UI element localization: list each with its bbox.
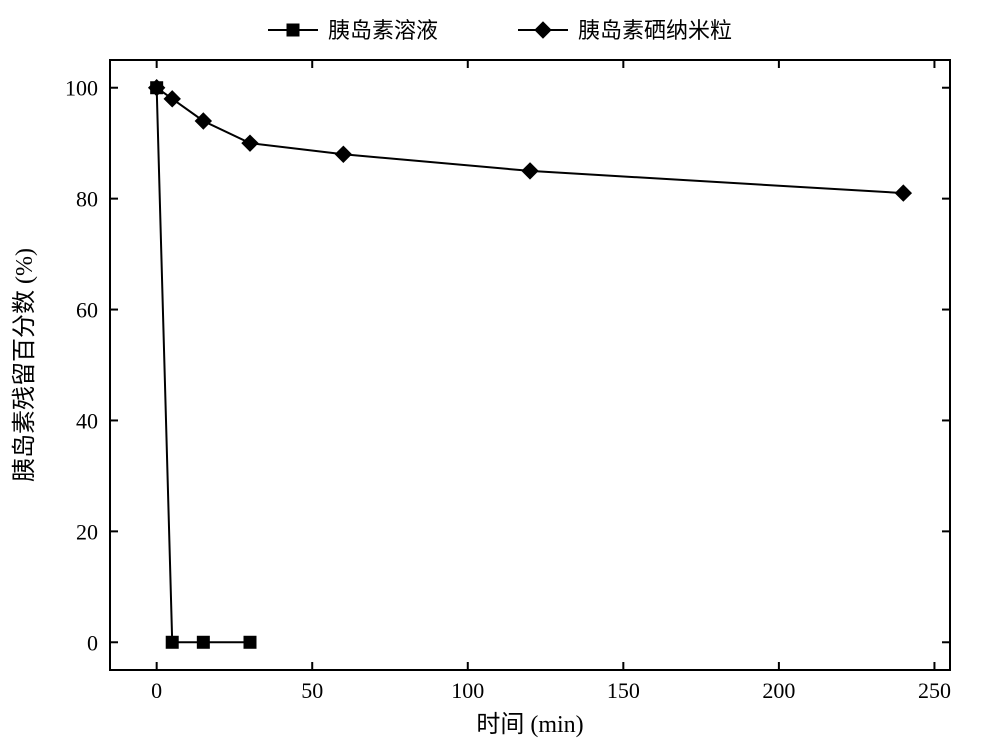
y-tick-label: 60 [76,298,98,323]
marker-diamond [195,113,211,129]
legend-label: 胰岛素溶液 [328,18,438,43]
chart-root: 0 50 100 150 200 250 0 20 40 60 80 100 时间 (min) 胰岛素残留… [0,0,1000,756]
marker-square [287,24,299,36]
marker-diamond [242,135,258,151]
y-tick-label: 80 [76,187,98,212]
marker-square [197,636,209,648]
legend-item: 胰岛素溶液 [268,18,438,43]
series-solution [151,82,256,649]
x-tick-label: 150 [607,678,640,703]
y-tick-label: 20 [76,519,98,544]
marker-diamond [335,146,351,162]
marker-diamond [164,91,180,107]
marker-diamond [895,185,911,201]
marker-diamond [522,163,538,179]
marker-square [244,636,256,648]
chart-svg: 0 50 100 150 200 250 0 20 40 60 80 100 时间 (min) 胰岛素残留… [0,0,1000,756]
y-tick-label: 100 [65,76,98,101]
legend-item: 胰岛素硒纳米粒 [518,18,732,43]
marker-diamond [535,22,551,38]
y-axis-label: 胰岛素残留百分数 (%) [11,248,38,482]
marker-square [166,636,178,648]
plot-frame [110,60,950,670]
x-tick-label: 0 [151,678,162,703]
y-tick-label: 40 [76,408,98,433]
x-tick-label: 200 [762,678,795,703]
legend-label: 胰岛素硒纳米粒 [578,18,732,43]
x-tick-label: 50 [301,678,323,703]
series-line [157,88,250,643]
series-se-nano [149,80,912,201]
x-tick-label: 100 [451,678,484,703]
x-axis-label: 时间 (min) [476,711,583,738]
y-tick-label: 0 [87,630,98,655]
x-tick-label: 250 [918,678,951,703]
